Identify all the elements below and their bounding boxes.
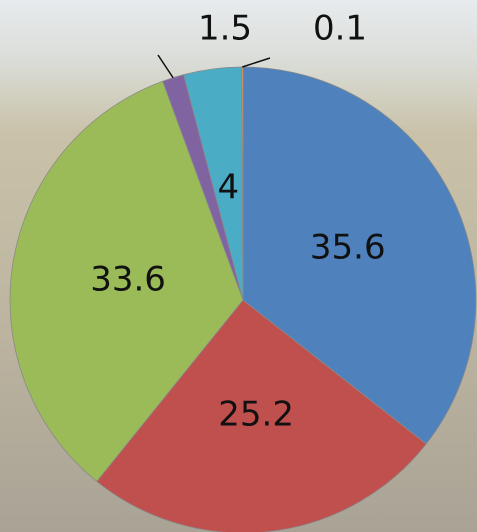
data-label: 25.2 xyxy=(218,394,294,434)
data-label: 4 xyxy=(217,168,239,208)
leader-line xyxy=(242,57,271,68)
data-label: 1.5 xyxy=(198,9,252,49)
pie-slice xyxy=(9,80,244,482)
data-label: 33.6 xyxy=(90,260,166,300)
pie-slice xyxy=(242,66,477,445)
data-label: 35.6 xyxy=(310,228,386,268)
data-label: 0.1 xyxy=(313,9,367,49)
leader-line xyxy=(157,54,174,79)
